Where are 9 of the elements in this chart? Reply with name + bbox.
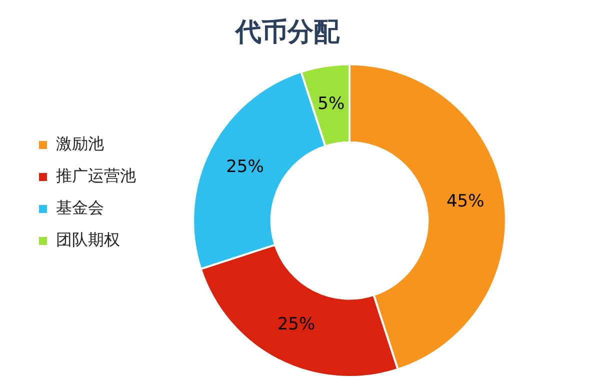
data-label: 25%: [277, 314, 316, 335]
data-label: 45%: [446, 192, 484, 212]
legend-label: 激励池: [56, 134, 104, 154]
data-label: 5%: [318, 94, 345, 114]
legend-label: 推广运营池: [56, 166, 136, 186]
legend-label: 基金会: [56, 198, 104, 218]
legend-label: 团队期权: [56, 230, 120, 250]
chart-title: 代币分配: [234, 17, 340, 48]
data-label: 25%: [226, 156, 264, 177]
